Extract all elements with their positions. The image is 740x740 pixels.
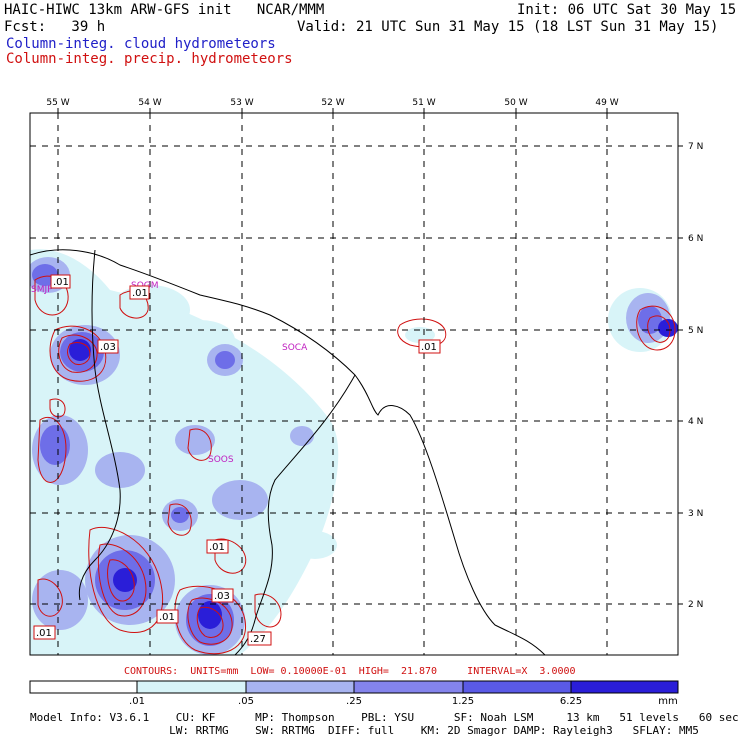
colorbar-bin bbox=[245, 680, 355, 694]
colorbar-bin bbox=[353, 680, 464, 694]
contour-labels: .01 .01 .03 .01 .01 .03 .01 .27 .01 bbox=[33, 274, 441, 646]
contour-label: .03 bbox=[97, 339, 119, 354]
colorbar-label: 1.25 bbox=[452, 696, 474, 707]
contour-label: .01 bbox=[418, 339, 441, 354]
colorbar: .01 .05 .25 1.25 6.25 mm bbox=[29, 680, 679, 707]
contour-label: .27 bbox=[247, 631, 272, 646]
svg-text:.03: .03 bbox=[100, 342, 116, 353]
station-label: SOCA bbox=[282, 343, 308, 353]
lat-label: 2 N bbox=[688, 600, 703, 610]
contour-label: .01 bbox=[33, 625, 56, 640]
colorbar-label: 6.25 bbox=[560, 696, 582, 707]
model-info-line-2: LW: RRTMG SW: RRTMG DIFF: full KM: 2D Sm… bbox=[30, 724, 699, 737]
colorbar-unit: mm bbox=[658, 696, 677, 707]
svg-text:.27: .27 bbox=[250, 634, 266, 645]
contour-label: .01 bbox=[206, 539, 229, 554]
svg-text:.01: .01 bbox=[36, 628, 52, 639]
colorbar-label: .05 bbox=[238, 696, 254, 707]
lat-label: 3 N bbox=[688, 509, 703, 519]
svg-text:.01: .01 bbox=[209, 542, 225, 553]
forecast-hour: Fcst: 39 h bbox=[4, 19, 106, 35]
lat-label: 4 N bbox=[688, 417, 703, 427]
svg-text:.01: .01 bbox=[159, 612, 175, 623]
lat-label: 6 N bbox=[688, 234, 703, 244]
contour-label: .01 bbox=[50, 274, 71, 289]
lon-label: 55 W bbox=[46, 98, 69, 108]
coastline bbox=[30, 249, 546, 655]
svg-text:.01: .01 bbox=[421, 342, 437, 353]
init-time: Init: 06 UTC Sat 30 May 15 bbox=[517, 2, 737, 18]
lat-label: 7 N bbox=[688, 142, 703, 152]
lat-label: 5 N bbox=[688, 326, 703, 336]
valid-time: Valid: 21 UTC Sun 31 May 15 (18 LST Sun … bbox=[297, 19, 719, 35]
lon-label: 53 W bbox=[230, 98, 253, 108]
colorbar-label: .25 bbox=[346, 696, 362, 707]
longitude-labels: 55 W 54 W 53 W 52 W 51 W 50 W 49 W bbox=[46, 98, 618, 108]
lon-label: 54 W bbox=[138, 98, 161, 108]
plot-title: HAIC-HIWC 13km ARW-GFS init NCAR/MMM bbox=[4, 2, 325, 18]
station-label: SOOS bbox=[208, 455, 234, 465]
map-plot-area: SOCA SOOS SOGM SMJP .01 .01 .03 .01 .01 … bbox=[30, 113, 678, 655]
contours-info: CONTOURS: UNITS=mm LOW= 0.10000E-01 HIGH… bbox=[124, 666, 576, 677]
svg-text:.01: .01 bbox=[132, 288, 148, 299]
latitude-labels: 7 N 6 N 5 N 4 N 3 N 2 N bbox=[688, 142, 703, 610]
colorbar-bin bbox=[136, 680, 247, 694]
field-cloud-label: Column-integ. cloud hydrometeors bbox=[6, 36, 276, 52]
model-info-line-1: Model Info: V3.6.1 CU: KF MP: Thompson P… bbox=[30, 711, 739, 724]
lon-label: 50 W bbox=[504, 98, 527, 108]
colorbar-bin bbox=[570, 680, 679, 694]
lon-label: 52 W bbox=[321, 98, 344, 108]
lon-label: 49 W bbox=[595, 98, 618, 108]
contour-label: .03 bbox=[211, 588, 234, 603]
field-precip-label: Column-integ. precip. hydrometeors bbox=[6, 51, 293, 67]
cloud-shading-darkest bbox=[69, 319, 678, 629]
lon-label: 51 W bbox=[412, 98, 435, 108]
graticule bbox=[30, 113, 678, 655]
axis-ticks bbox=[57, 108, 683, 605]
contour-label: .01 bbox=[156, 609, 179, 624]
colorbar-label: .01 bbox=[129, 696, 145, 707]
svg-text:.01: .01 bbox=[53, 277, 69, 288]
svg-text:.03: .03 bbox=[214, 591, 230, 602]
colorbar-bin bbox=[462, 680, 572, 694]
colorbar-bin bbox=[29, 680, 138, 694]
contour-label: .01 bbox=[129, 285, 150, 300]
map-frame bbox=[29, 112, 679, 656]
precip-contours bbox=[34, 275, 676, 655]
station-label: SMJP bbox=[31, 285, 53, 295]
